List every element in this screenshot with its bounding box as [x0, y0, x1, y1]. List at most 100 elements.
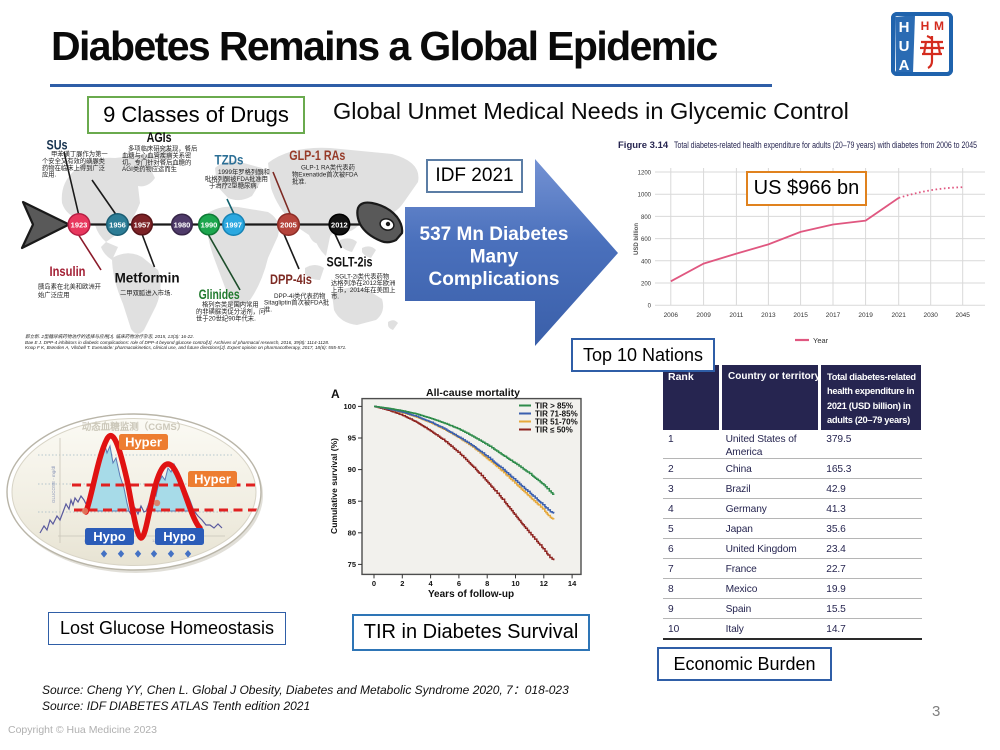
svg-text:80: 80 [348, 528, 356, 537]
svg-text:4: 4 [429, 579, 434, 588]
svg-text:2012: 2012 [331, 221, 348, 230]
svg-text:胰岛素在北美和欧洲开: 胰岛素在北美和欧洲开 [38, 282, 101, 291]
svg-text:2: 2 [400, 579, 404, 588]
svg-text:1000: 1000 [638, 193, 652, 199]
svg-text:AGI类药物应运而生: AGI类药物应运而生 [122, 164, 177, 173]
svg-text:DPP-4is: DPP-4is [270, 271, 312, 287]
svg-text:USD billion: USD billion [634, 223, 640, 255]
svg-text:85: 85 [348, 497, 356, 506]
svg-text:Metformin: Metformin [115, 270, 180, 286]
svg-text:达格列净在2012年欧洲: 达格列净在2012年欧洲 [331, 278, 395, 287]
svg-text:Years of follow-up: Years of follow-up [428, 589, 514, 600]
svg-text:All-cause mortality: All-cause mortality [426, 387, 520, 399]
svg-text:200: 200 [641, 282, 652, 288]
svg-text:Glinides: Glinides [199, 286, 240, 302]
svg-text:1980: 1980 [174, 221, 191, 230]
svg-text:1997: 1997 [225, 221, 242, 230]
svg-text:2019: 2019 [858, 312, 873, 319]
svg-text:U: U [899, 38, 910, 55]
svg-text:的非磺脲类促分泌剂，问: 的非磺脲类促分泌剂，问 [196, 307, 265, 316]
svg-text:1200: 1200 [638, 171, 652, 177]
svg-text:1999年罗格列酮和: 1999年罗格列酮和 [218, 167, 270, 176]
svg-text:1956: 1956 [109, 221, 126, 230]
svg-text:血糖与心血管疾病关系密: 血糖与心血管疾病关系密 [122, 151, 192, 160]
svg-text:6: 6 [457, 579, 461, 588]
svg-text:GLP-1 RAs: GLP-1 RAs [289, 147, 345, 163]
svg-text:Total diabetes-related health: Total diabetes-related health expenditur… [674, 140, 977, 150]
svg-text:二甲双胍进入市场.: 二甲双胍进入市场. [120, 288, 172, 297]
svg-text:A: A [899, 57, 910, 74]
svg-text:537 Mn Diabetes: 537 Mn Diabetes [420, 224, 569, 245]
svg-text:格列奈类是国内常用: 格列奈类是国内常用 [202, 300, 259, 309]
svg-text:2015: 2015 [793, 312, 808, 319]
svg-text:批准.: 批准. [292, 176, 307, 185]
svg-text:多项临床研究发现，餐后: 多项临床研究发现，餐后 [128, 144, 197, 153]
svg-text:400: 400 [641, 259, 652, 265]
svg-text:H: H [921, 19, 930, 33]
svg-text:TZDs: TZDs [215, 152, 244, 168]
svg-text:药物在临床上得到广泛: 药物在临床上得到广泛 [42, 163, 106, 172]
svg-text:GLP-1 RA类代表药: GLP-1 RA类代表药 [301, 163, 355, 172]
svg-text:吡格列酮被FDA批准用: 吡格列酮被FDA批准用 [205, 174, 268, 183]
svg-text:H: H [899, 19, 910, 36]
svg-text:2009: 2009 [696, 312, 711, 319]
svg-text:AGIs: AGIs [147, 129, 172, 145]
svg-text:上市，2014年在美国上: 上市，2014年在美国上 [331, 285, 395, 294]
svg-text:Hyper: Hyper [194, 472, 231, 487]
svg-text:TIR 51-70%: TIR 51-70% [535, 418, 578, 427]
svg-text:始广泛应用: 始广泛应用 [38, 290, 69, 299]
svg-text:SUs: SUs [47, 137, 68, 153]
svg-text:2005: 2005 [280, 221, 297, 230]
svg-text:8: 8 [485, 579, 489, 588]
svg-text:Cumulative survival (%): Cumulative survival (%) [329, 438, 339, 534]
svg-text:1990: 1990 [201, 221, 218, 230]
svg-text:个安全又有效的磺脲类: 个安全又有效的磺脲类 [42, 156, 106, 165]
svg-text:Many: Many [470, 247, 519, 268]
svg-text:GLUCOSE - mg/dl: GLUCOSE - mg/dl [51, 466, 56, 503]
svg-text:Hyper: Hyper [125, 435, 162, 450]
svg-text:SGLT-2i类代表药物: SGLT-2i类代表药物 [335, 271, 389, 280]
svg-text:1957: 1957 [134, 221, 151, 230]
svg-text:Insulin: Insulin [50, 263, 86, 279]
svg-text:2006: 2006 [664, 312, 679, 319]
svg-text:于治疗2型糖尿病.: 于治疗2型糖尿病. [209, 181, 259, 190]
svg-text:90: 90 [348, 465, 356, 474]
svg-text:世于20世纪90年代末.: 世于20世纪90年代末. [196, 314, 256, 323]
svg-text:Hypo: Hypo [163, 529, 196, 544]
svg-text:M: M [934, 19, 944, 33]
svg-text:10: 10 [511, 579, 519, 588]
svg-text:物Exenatide首次被FDA: 物Exenatide首次被FDA [292, 170, 359, 179]
svg-text:甲苯磺丁脲作为第一: 甲苯磺丁脲作为第一 [51, 149, 108, 158]
svg-text:2045: 2045 [955, 312, 970, 319]
svg-text:A: A [331, 387, 340, 401]
svg-text:DPP-4i类代表药物: DPP-4i类代表药物 [274, 291, 325, 300]
svg-text:2013: 2013 [761, 312, 776, 319]
svg-text:Complications: Complications [429, 269, 560, 290]
svg-text:Figure 3.14: Figure 3.14 [618, 140, 669, 151]
svg-text:2021: 2021 [891, 312, 906, 319]
svg-text:Sitagliptin首次被FDA批: Sitagliptin首次被FDA批 [264, 298, 330, 307]
svg-text:SGLT-2is: SGLT-2is [327, 253, 373, 269]
svg-text:600: 600 [641, 237, 652, 243]
svg-text:准.: 准. [264, 304, 272, 313]
svg-text:1923: 1923 [71, 221, 88, 230]
svg-text:Year: Year [813, 336, 829, 345]
svg-text:95: 95 [348, 434, 356, 443]
svg-text:TIR 71-85%: TIR 71-85% [535, 410, 578, 419]
svg-text:动态血糖监测（CGMS）: 动态血糖监测（CGMS） [82, 421, 187, 433]
svg-text:TIR ≤ 50%: TIR ≤ 50% [535, 426, 573, 435]
svg-text:100: 100 [343, 402, 356, 411]
svg-text:市.: 市. [331, 292, 339, 301]
svg-text:TIR > 85%: TIR > 85% [535, 402, 573, 411]
svg-text:Hypo: Hypo [93, 529, 126, 544]
svg-text:2017: 2017 [826, 312, 841, 319]
svg-text:800: 800 [641, 215, 652, 221]
svg-text:2030: 2030 [923, 312, 938, 319]
svg-text:75: 75 [348, 560, 356, 569]
svg-text:切。专门针对餐后血糖的: 切。专门针对餐后血糖的 [122, 157, 191, 166]
svg-text:12: 12 [540, 579, 548, 588]
svg-text:0: 0 [372, 579, 376, 588]
svg-text:0: 0 [648, 304, 652, 310]
svg-text:应用.: 应用. [42, 170, 57, 179]
svg-text:2011: 2011 [729, 312, 743, 319]
